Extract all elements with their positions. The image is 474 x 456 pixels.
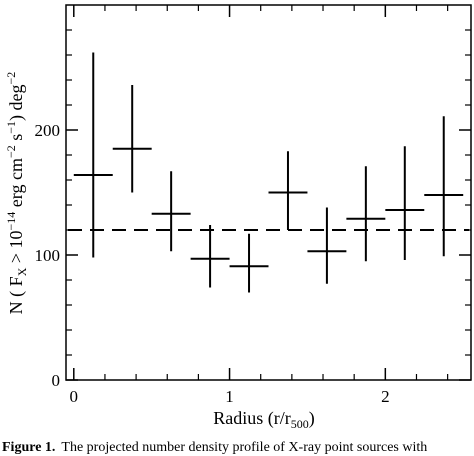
figure-caption-text: The projected number density profile of … [61, 440, 428, 455]
data-point [346, 166, 386, 262]
data-point [307, 207, 347, 284]
x-tick-label: 1 [225, 387, 234, 406]
data-point [190, 225, 230, 288]
data-point [268, 151, 308, 230]
y-tick-label: 100 [35, 246, 61, 265]
y-tick-label: 0 [52, 371, 61, 390]
figure-caption: Figure 1. The projected number density pr… [2, 440, 474, 456]
data-point [73, 52, 113, 258]
x-tick-label: 0 [70, 387, 79, 406]
figure-caption-label: Figure 1. [2, 440, 56, 455]
x-axis-title: Radius (r/r500) [213, 408, 314, 431]
axis-ticks [66, 5, 471, 381]
y-axis-title: N ( FX > 10−14 erg cm−2 s−1) deg−2 [4, 72, 29, 315]
data-points [73, 52, 464, 293]
x-tick-label: 2 [381, 387, 390, 406]
axis-tick-labels: 0 1 2 0 100 200 [35, 121, 390, 406]
data-point [112, 85, 152, 193]
data-point [385, 146, 425, 260]
y-tick-label: 200 [35, 121, 61, 140]
plot-frame [65, 4, 472, 381]
data-point [229, 233, 269, 293]
data-point [424, 116, 464, 257]
data-point [151, 171, 191, 252]
